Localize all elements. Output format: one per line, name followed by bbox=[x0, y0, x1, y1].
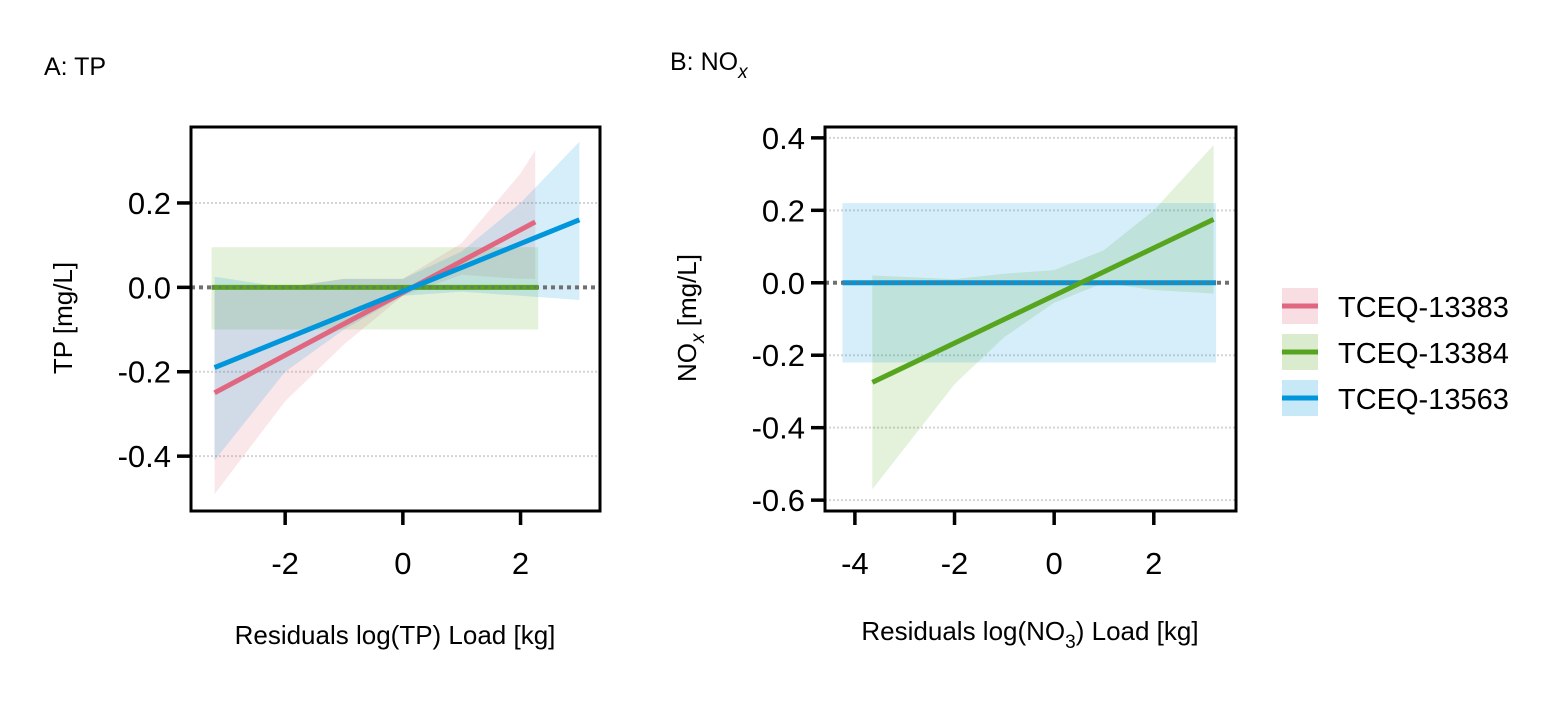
panel-b-x-tick-label: 0 bbox=[1046, 546, 1063, 581]
panel-b-ticks: -0.6 -0.4 -0.2 0.0 0.2 0.4 -4 -2 0 2 bbox=[752, 121, 1163, 581]
panel-a-ticks: -0.4 -0.2 0.0 0.2 -2 0 2 bbox=[118, 186, 530, 581]
panel-b-y-axis-label: NOx [mg/L] bbox=[672, 254, 709, 382]
panel-b-x-tick-label: -4 bbox=[841, 546, 869, 581]
panel-b-x-tick-label: -2 bbox=[941, 546, 969, 581]
panel-a-ci-band-tceq-13563 bbox=[214, 141, 580, 461]
panel-b-x-axis-label: Residuals log(NO3) Load [kg] bbox=[861, 616, 1198, 653]
panel-b-y-tick-label: 0.0 bbox=[762, 266, 805, 301]
panel-a-x-tick-label: 2 bbox=[512, 546, 529, 581]
panel-a-x-axis-label: Residuals log(TP) Load [kg] bbox=[235, 620, 556, 650]
panel-a-y-tick-label: -0.4 bbox=[118, 439, 171, 474]
panel-b-title: B: NOx bbox=[670, 48, 749, 83]
panel-a-series-lines bbox=[211, 217, 581, 396]
panel-a-y-tick-label: -0.2 bbox=[118, 355, 171, 390]
legend: TCEQ-13383 TCEQ-13384 TCEQ-13563 bbox=[1282, 288, 1509, 416]
panel-b-gridlines bbox=[825, 136, 1236, 502]
panel-b-y-tick-label: -0.4 bbox=[752, 411, 805, 446]
panel-a-line-tceq-13383 bbox=[213, 219, 537, 396]
panel-b-y-tick-label: -0.2 bbox=[752, 338, 805, 373]
legend-item-tceq-13383: TCEQ-13383 bbox=[1282, 288, 1509, 324]
panel-b-y-tick-label: 0.4 bbox=[762, 121, 805, 156]
panel-a: A: TP -0.4 -0.2 0.0 0.2 -2 0 2 Residuals log(T… bbox=[44, 53, 602, 650]
legend-item-tceq-13384: TCEQ-13384 bbox=[1282, 334, 1509, 370]
panel-b-line-tceq-13384 bbox=[871, 217, 1215, 385]
panel-a-x-tick-label: -2 bbox=[271, 546, 299, 581]
panel-a-ci-band-tceq-13383 bbox=[214, 150, 536, 495]
panel-a-y-tick-label: 0.0 bbox=[128, 270, 171, 305]
panel-a-plot-frame bbox=[189, 125, 602, 513]
panel-b: B: NOx -0.6 -0.4 -0.2 0.0 0.2 0.4 -4 -2 0 2 Resid… bbox=[670, 48, 1238, 653]
legend-label: TCEQ-13563 bbox=[1338, 384, 1509, 416]
panel-b-y-tick-label: -0.6 bbox=[752, 483, 805, 518]
legend-item-tceq-13563: TCEQ-13563 bbox=[1282, 380, 1509, 416]
panel-b-ci-bands bbox=[842, 145, 1217, 490]
panel-a-line-tceq-13563 bbox=[213, 217, 581, 370]
panel-b-series-lines bbox=[842, 217, 1217, 385]
legend-label: TCEQ-13383 bbox=[1338, 292, 1509, 324]
panel-a-x-tick-label: 0 bbox=[394, 546, 411, 581]
panel-b-x-tick-label: 2 bbox=[1145, 546, 1162, 581]
panel-a-title: A: TP bbox=[44, 53, 106, 81]
panel-b-plot-frame bbox=[823, 125, 1238, 513]
panel-a-ci-bands bbox=[211, 141, 580, 495]
panel-b-ci-band-tceq-13384 bbox=[872, 145, 1214, 490]
legend-label: TCEQ-13384 bbox=[1338, 338, 1509, 370]
panel-b-y-tick-label: 0.2 bbox=[762, 193, 805, 228]
panel-a-y-tick-label: 0.2 bbox=[128, 186, 171, 221]
panel-a-y-axis-label: TP [mg/L] bbox=[48, 262, 78, 374]
